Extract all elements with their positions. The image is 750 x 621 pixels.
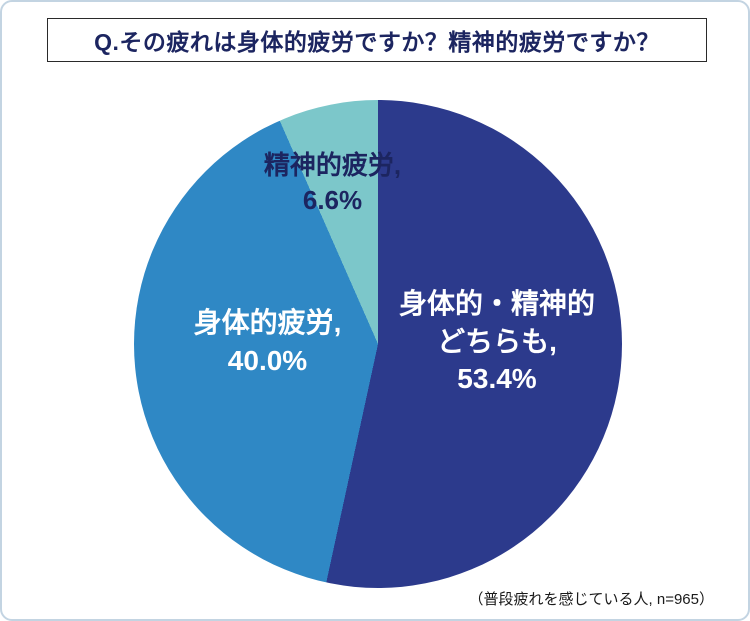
footnote: （普段疲れを感じている人, n=965） [468,591,714,608]
pie-chart [134,100,622,588]
chart-title: Q.その疲れは身体的疲労ですか？精神的疲労ですか？ [94,29,660,55]
title-box: Q.その疲れは身体的疲労ですか？精神的疲労ですか？ [47,18,707,62]
